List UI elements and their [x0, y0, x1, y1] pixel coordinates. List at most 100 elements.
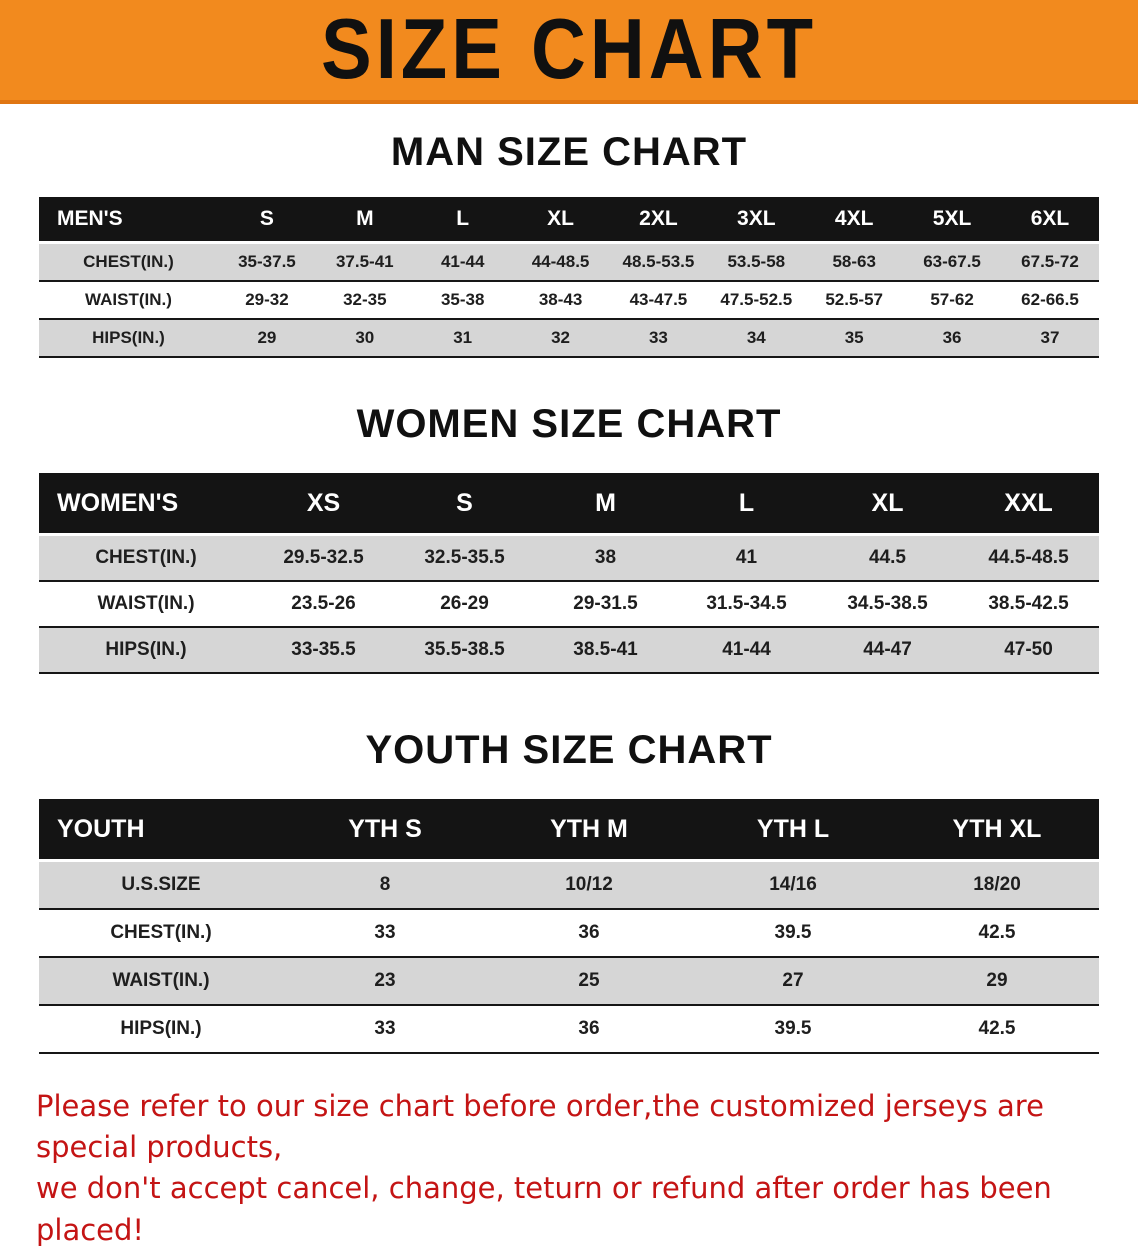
size-value: 41-44	[413, 241, 512, 281]
size-value: 29	[218, 318, 316, 357]
size-value: 37	[1001, 318, 1099, 357]
size-value: 29-32	[218, 280, 316, 319]
size-chart-banner: SIZE CHART	[0, 0, 1138, 104]
size-value: 58-63	[805, 241, 904, 281]
size-column-header: XS	[253, 473, 394, 536]
size-value: 25	[487, 956, 691, 1005]
size-value: 67.5-72	[1001, 241, 1099, 281]
size-value: 63-67.5	[903, 241, 1001, 281]
size-value: 39.5	[691, 908, 895, 957]
size-value: 31	[413, 318, 512, 357]
size-column-header: M	[315, 197, 414, 244]
size-column-header: XL	[511, 197, 610, 244]
size-column-header: XL	[817, 473, 958, 536]
size-column-header: 5XL	[903, 197, 1001, 244]
footer-line-2: we don't accept cancel, change, teturn o…	[36, 1171, 1052, 1247]
size-value: 36	[487, 908, 691, 957]
size-value: 36	[487, 1004, 691, 1053]
size-value: 53.5-58	[707, 241, 806, 281]
page-title: SIZE CHART	[321, 1, 817, 98]
women-section-heading: WOMEN SIZE CHART	[356, 402, 782, 446]
size-value: 18/20	[895, 859, 1099, 909]
row-label: WAIST(IN.)	[39, 580, 253, 627]
size-value: 38-43	[511, 280, 610, 319]
size-value: 8	[283, 859, 487, 909]
size-value: 42.5	[895, 1004, 1099, 1053]
size-value: 41-44	[676, 626, 817, 673]
size-value: 44.5-48.5	[958, 533, 1099, 581]
table-row: WAIST(IN.) 23 25 27 29	[39, 956, 1099, 1005]
size-column-header: XXL	[958, 473, 1099, 536]
men-size-section: MAN SIZE CHART MEN'S S M L XL 2XL 3XL 4XL 5XL 6XL…	[0, 130, 1138, 358]
size-value: 35.5-38.5	[394, 626, 535, 673]
size-value: 44-48.5	[511, 241, 610, 281]
table-header-row: MEN'S S M L XL 2XL 3XL 4XL 5XL 6XL	[39, 197, 1099, 244]
row-label: WAIST(IN.)	[39, 956, 283, 1005]
size-value: 42.5	[895, 908, 1099, 957]
size-value: 33	[283, 1004, 487, 1053]
size-value: 33	[283, 908, 487, 957]
size-value: 41	[676, 533, 817, 581]
size-value: 38.5-42.5	[958, 580, 1099, 627]
size-value: 34.5-38.5	[817, 580, 958, 627]
size-column-header: 6XL	[1001, 197, 1099, 244]
size-value: 35-37.5	[218, 241, 316, 281]
row-label: CHEST(IN.)	[39, 908, 283, 957]
size-value: 62-66.5	[1001, 280, 1099, 319]
table-header-row: WOMEN'S XS S M L XL XXL	[39, 473, 1099, 536]
size-column-header: S	[394, 473, 535, 536]
size-value: 38.5-41	[535, 626, 676, 673]
row-label: WAIST(IN.)	[39, 280, 218, 319]
size-value: 34	[707, 318, 806, 357]
size-value: 39.5	[691, 1004, 895, 1053]
youth-section-heading: YOUTH SIZE CHART	[365, 728, 773, 772]
men-size-table: MEN'S S M L XL 2XL 3XL 4XL 5XL 6XL CHEST(IN.) 35-37…	[39, 197, 1099, 358]
table-corner-header: YOUTH	[39, 799, 283, 862]
row-label: HIPS(IN.)	[39, 318, 218, 357]
size-value: 27	[691, 956, 895, 1005]
size-value: 36	[903, 318, 1001, 357]
size-value: 33	[609, 318, 708, 357]
table-row: WAIST(IN.) 23.5-26 26-29 29-31.5 31.5-34.5 34…	[39, 580, 1099, 627]
size-column-header: YTH S	[283, 799, 487, 862]
size-value: 32-35	[315, 280, 414, 319]
row-label: CHEST(IN.)	[39, 533, 253, 581]
size-value: 32	[511, 318, 610, 357]
men-section-heading: MAN SIZE CHART	[390, 130, 748, 174]
row-label: U.S.SIZE	[39, 859, 283, 909]
size-column-header: L	[413, 197, 512, 244]
footer-note: Please refer to our size chart before or…	[0, 1086, 1138, 1251]
size-value: 33-35.5	[253, 626, 394, 673]
size-value: 29.5-32.5	[253, 533, 394, 581]
size-column-header: S	[218, 197, 316, 244]
size-value: 32.5-35.5	[394, 533, 535, 581]
women-size-table: WOMEN'S XS S M L XL XXL CHEST(IN.) 29.5-32.5 32.5…	[39, 473, 1099, 674]
table-row: CHEST(IN.) 33 36 39.5 42.5	[39, 908, 1099, 957]
youth-size-table: YOUTH YTH S YTH M YTH L YTH XL U.S.SIZE 8 10/12…	[39, 799, 1099, 1054]
size-value: 31.5-34.5	[676, 580, 817, 627]
size-value: 35	[805, 318, 904, 357]
size-value: 37.5-41	[315, 241, 414, 281]
size-value: 57-62	[903, 280, 1001, 319]
size-value: 52.5-57	[805, 280, 904, 319]
size-value: 47.5-52.5	[707, 280, 806, 319]
size-value: 30	[315, 318, 414, 357]
size-column-header: 4XL	[805, 197, 904, 244]
size-value: 35-38	[413, 280, 512, 319]
footer-line-1: Please refer to our size chart before or…	[36, 1089, 1044, 1165]
size-value: 38	[535, 533, 676, 581]
size-column-header: 3XL	[707, 197, 806, 244]
table-row: HIPS(IN.) 29 30 31 32 33 34 35 36 37	[39, 318, 1099, 357]
size-value: 10/12	[487, 859, 691, 909]
row-label: HIPS(IN.)	[39, 626, 253, 673]
table-row: CHEST(IN.) 29.5-32.5 32.5-35.5 38 41 44.5 44.5…	[39, 533, 1099, 581]
size-value: 23	[283, 956, 487, 1005]
women-size-section: WOMEN SIZE CHART WOMEN'S XS S M L XL XXL CHEST(…	[0, 402, 1138, 674]
size-value: 29	[895, 956, 1099, 1005]
row-label: HIPS(IN.)	[39, 1004, 283, 1053]
size-value: 47-50	[958, 626, 1099, 673]
size-value: 14/16	[691, 859, 895, 909]
table-row: WAIST(IN.) 29-32 32-35 35-38 38-43 43-47.5 47.…	[39, 280, 1099, 319]
size-value: 44.5	[817, 533, 958, 581]
size-value: 26-29	[394, 580, 535, 627]
